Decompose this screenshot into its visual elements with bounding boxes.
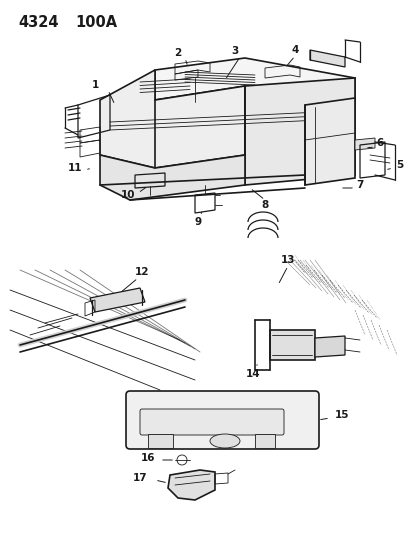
Text: 10: 10	[121, 190, 135, 200]
Polygon shape	[100, 155, 244, 200]
Polygon shape	[354, 138, 374, 150]
Polygon shape	[168, 470, 214, 500]
Text: 1: 1	[91, 80, 98, 90]
Bar	[147, 434, 173, 448]
Polygon shape	[90, 288, 145, 312]
Polygon shape	[314, 336, 344, 357]
FancyBboxPatch shape	[140, 409, 283, 435]
Text: 11: 11	[68, 163, 82, 173]
Text: 16: 16	[140, 453, 155, 463]
Text: 4: 4	[291, 45, 298, 55]
Text: 5: 5	[395, 160, 403, 170]
FancyBboxPatch shape	[126, 391, 318, 449]
Text: 4324: 4324	[18, 15, 58, 30]
Text: 6: 6	[375, 138, 383, 148]
Text: 12: 12	[134, 267, 149, 277]
Text: 17: 17	[133, 473, 147, 483]
Ellipse shape	[209, 434, 240, 448]
Text: 15: 15	[334, 410, 349, 420]
Polygon shape	[304, 98, 354, 185]
Text: 9: 9	[194, 217, 201, 227]
Polygon shape	[309, 50, 344, 67]
Polygon shape	[154, 58, 354, 105]
Text: 3: 3	[231, 46, 238, 56]
Text: 13: 13	[280, 255, 294, 265]
Polygon shape	[100, 70, 244, 168]
Text: 2: 2	[174, 48, 181, 58]
Text: 8: 8	[261, 200, 268, 210]
Polygon shape	[244, 78, 354, 185]
Bar	[254, 434, 274, 448]
Text: 100A: 100A	[75, 15, 117, 30]
Text: 14: 14	[245, 369, 260, 379]
Polygon shape	[269, 330, 314, 360]
Text: 7: 7	[356, 180, 363, 190]
